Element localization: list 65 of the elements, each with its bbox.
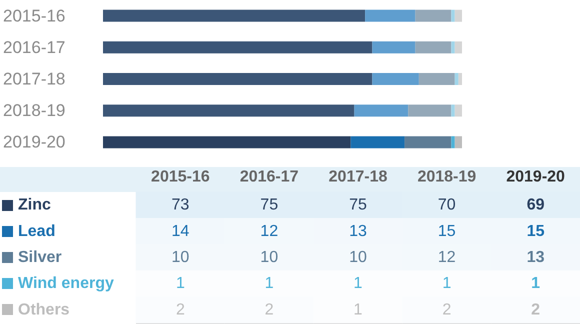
data-label: 10 [172,249,190,266]
data-label: 2 [264,301,274,318]
data-label: 13 [349,222,367,240]
bar [458,73,462,85]
bar [451,104,455,117]
data-label: 2 [531,301,540,318]
data-label: 15 [438,222,456,240]
y-tick-label: Silver [18,249,62,266]
bar [451,136,455,148]
data-label: 1 [264,275,274,292]
x-tick-label: 2019-20 [506,168,566,186]
y-tick-label: Lead [18,222,56,240]
bar [415,41,452,54]
bar [372,73,419,85]
data-label: 14 [172,222,190,240]
data-label: 75 [349,196,367,214]
x-tick-label: 2018-19 [417,168,476,186]
x-tick-label: 2017-18 [328,168,388,186]
y-tick-label: 2015-16 [3,6,66,26]
bar [103,41,372,54]
data-label: 73 [172,196,190,214]
bar [103,10,366,22]
y-tick-label: Wind energy [18,275,114,292]
data-label: 2 [442,301,452,318]
data-label: 70 [438,196,456,214]
bar [404,136,452,148]
bar [350,136,405,148]
bar [354,104,408,117]
bar [365,10,416,22]
x-tick-label: 2016-17 [240,168,299,186]
bar [454,73,458,85]
bar [372,41,416,54]
y-tick-label: 2016-17 [3,38,66,57]
bar [454,104,462,117]
bar [454,136,462,148]
bar [454,41,462,54]
bar [408,104,452,117]
data-label: 1 [442,275,452,292]
data-label: 13 [526,249,545,266]
data-label: 10 [260,249,278,266]
y-tick-label: 2017-18 [3,70,66,88]
data-label: 1 [354,275,363,292]
y-tick-label: 2019-20 [3,132,66,152]
data-label: 10 [349,249,367,266]
data-label: 2 [176,301,185,318]
bar [103,73,372,85]
bar [103,104,354,117]
data-label: 12 [260,222,278,240]
data-label: 1 [176,275,185,292]
data-label: 69 [526,196,545,214]
data-label: 1 [354,301,363,318]
data-label: 12 [438,249,456,266]
data-label: 15 [526,222,545,240]
bar [415,10,452,22]
y-tick-label: 2018-19 [3,101,66,120]
y-tick-label: Zinc [18,196,51,214]
data-label: 1 [531,275,540,292]
data-label: 75 [260,196,278,214]
bar [454,10,462,22]
x-tick-label: 2015-16 [151,168,210,186]
bar [418,73,455,85]
bar [451,10,455,22]
bar [451,41,455,54]
bar [103,136,351,148]
y-tick-label: Others [18,301,70,318]
